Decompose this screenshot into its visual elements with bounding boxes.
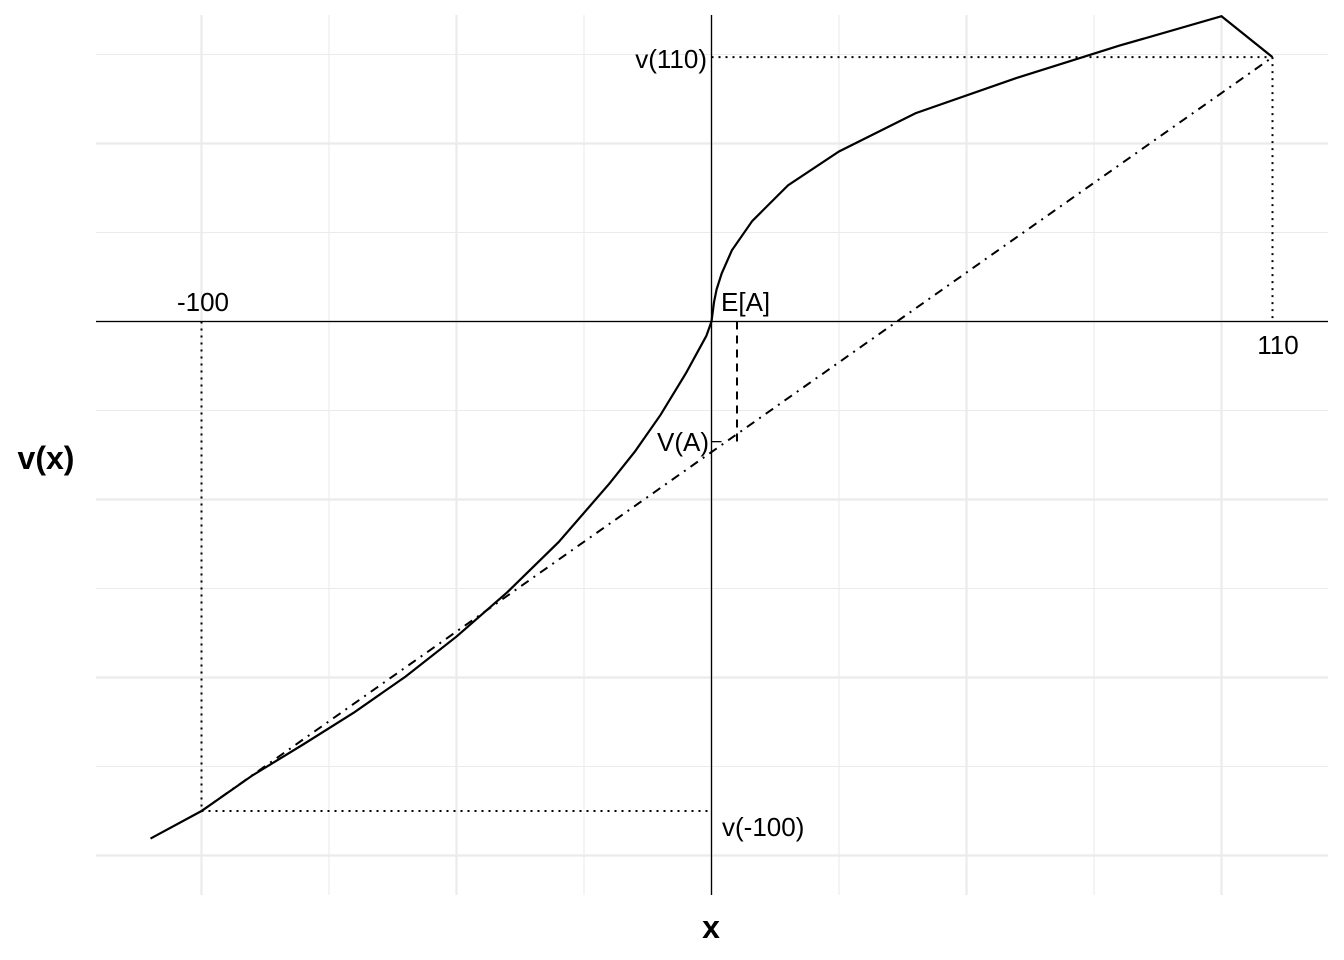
y-axis-title: v(x) (18, 440, 75, 476)
value-curve (149, 15, 1274, 840)
label-va: V(A) (657, 427, 709, 457)
tick-label-x-pos: 110 (1257, 330, 1298, 360)
guide-lines (200, 56, 1274, 812)
tick-label-x-neg: -100 (177, 287, 229, 317)
label-ea: E[A] (721, 287, 770, 317)
label-v-neg: v(-100) (722, 812, 804, 842)
label-v-pos: v(110) (635, 44, 707, 74)
series (149, 15, 1274, 840)
x-axis-title: x (702, 909, 720, 945)
